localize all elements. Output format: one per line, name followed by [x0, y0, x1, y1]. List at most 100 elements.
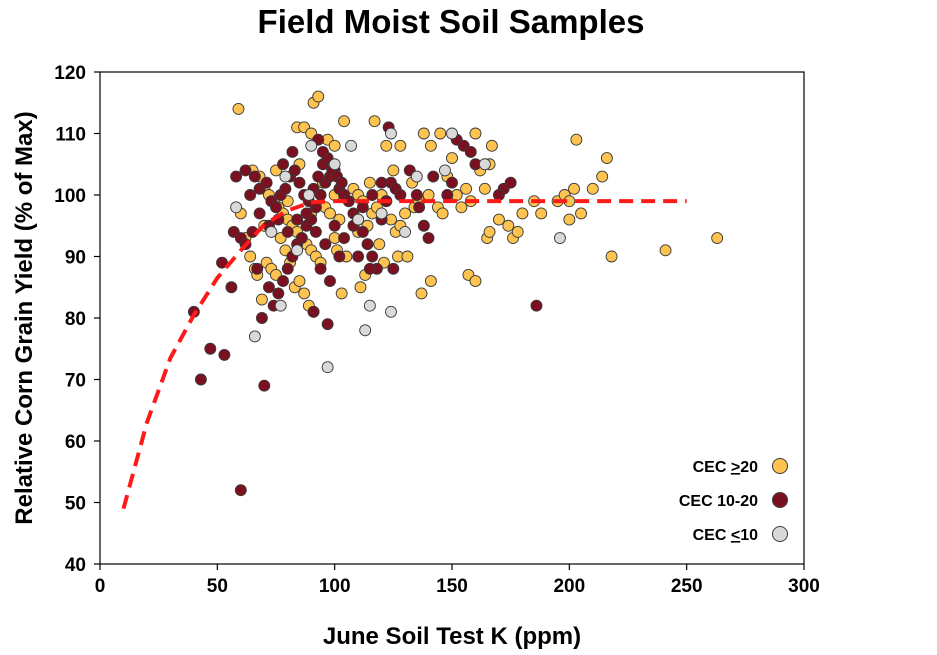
data-point: [291, 244, 304, 257]
data-point: [356, 225, 369, 238]
data-point: [319, 238, 332, 251]
series-2: [230, 127, 566, 374]
data-point: [399, 207, 412, 220]
data-point: [436, 207, 449, 220]
data-point: [605, 250, 618, 263]
data-point: [427, 170, 440, 183]
data-point: [352, 213, 365, 226]
data-point: [218, 348, 231, 361]
data-point: [286, 145, 299, 158]
data-point: [469, 127, 482, 140]
legend-item: CEC <10: [693, 526, 788, 544]
axis-ticks: 0 50 100 150 200 250 300 40 50 60 70 80 90 100 110 120: [54, 63, 820, 597]
data-point: [291, 213, 304, 226]
data-point: [568, 182, 580, 195]
data-point: [385, 305, 397, 318]
data-point: [225, 281, 238, 294]
data-point: [460, 182, 473, 195]
data-point: [279, 170, 292, 183]
data-point: [194, 373, 207, 386]
data-point: [478, 182, 491, 195]
data-point: [244, 189, 257, 201]
data-point: [255, 312, 268, 324]
data-point: [309, 225, 322, 238]
data-point: [335, 287, 348, 300]
data-point: [258, 379, 271, 392]
data-point: [387, 164, 400, 177]
x-tick-label: 300: [788, 576, 820, 597]
x-axis-label: June Soil Test K (ppm): [323, 623, 581, 650]
data-point: [659, 244, 672, 257]
data-point: [553, 232, 566, 245]
data-point: [363, 262, 376, 275]
data-point: [354, 281, 367, 294]
data-point: [244, 250, 257, 263]
data-point: [446, 127, 458, 140]
data-point: [295, 232, 308, 245]
data-point: [321, 318, 334, 331]
y-tick-label: 40: [65, 555, 86, 576]
data-point: [361, 238, 374, 251]
data-point: [298, 287, 311, 300]
data-point: [363, 176, 376, 189]
data-point: [385, 127, 397, 140]
data-point: [417, 219, 430, 232]
data-point: [535, 207, 548, 220]
legend-label-prefix: CEC: [693, 459, 731, 476]
legend-label-value: 20: [740, 459, 758, 476]
data-point: [711, 232, 724, 245]
legend-swatch: [772, 492, 788, 508]
data-point: [288, 164, 301, 177]
data-point: [328, 158, 341, 171]
data-point: [575, 207, 588, 220]
data-point: [270, 201, 282, 214]
data-point: [293, 176, 306, 189]
legend-label-value: 10: [740, 527, 758, 544]
data-point: [302, 189, 315, 201]
data-point: [600, 152, 613, 165]
data-point: [363, 299, 376, 312]
x-tick-label: 150: [436, 576, 468, 597]
data-point: [356, 201, 369, 214]
data-point: [279, 182, 292, 195]
data-point: [345, 139, 358, 152]
data-point: [492, 189, 505, 201]
data-point: [272, 287, 285, 300]
data-point: [239, 164, 252, 177]
data-point: [234, 484, 247, 497]
data-point: [380, 139, 393, 152]
legend-label: CEC 10-20: [679, 493, 758, 510]
data-point: [248, 330, 261, 343]
y-tick-label: 80: [65, 309, 86, 330]
data-point: [424, 275, 437, 288]
data-point: [204, 342, 217, 355]
data-point: [338, 115, 351, 128]
legend-item: CEC >20: [693, 458, 788, 476]
data-point: [324, 275, 336, 288]
data-point: [312, 170, 325, 183]
legend-label: CEC <10: [693, 527, 758, 544]
data-point: [401, 250, 414, 263]
data-point: [230, 201, 243, 214]
data-point: [410, 189, 423, 201]
data-point: [424, 139, 437, 152]
points-layer: [187, 90, 724, 497]
data-point: [263, 281, 275, 294]
y-tick-label: 90: [65, 248, 86, 269]
data-point: [328, 219, 341, 232]
data-point: [281, 262, 294, 275]
data-point: [251, 262, 264, 275]
data-point: [596, 170, 609, 183]
data-point: [387, 262, 400, 275]
data-point: [373, 238, 386, 251]
data-point: [253, 207, 266, 220]
data-point: [300, 207, 313, 220]
fit-curve-line: [121, 199, 687, 510]
data-point: [305, 139, 318, 152]
x-tick-label: 0: [95, 576, 106, 597]
data-point: [422, 232, 435, 245]
data-point: [366, 189, 379, 201]
data-point: [230, 170, 243, 183]
data-point: [446, 152, 458, 165]
legend-item: CEC 10-20: [679, 492, 788, 510]
